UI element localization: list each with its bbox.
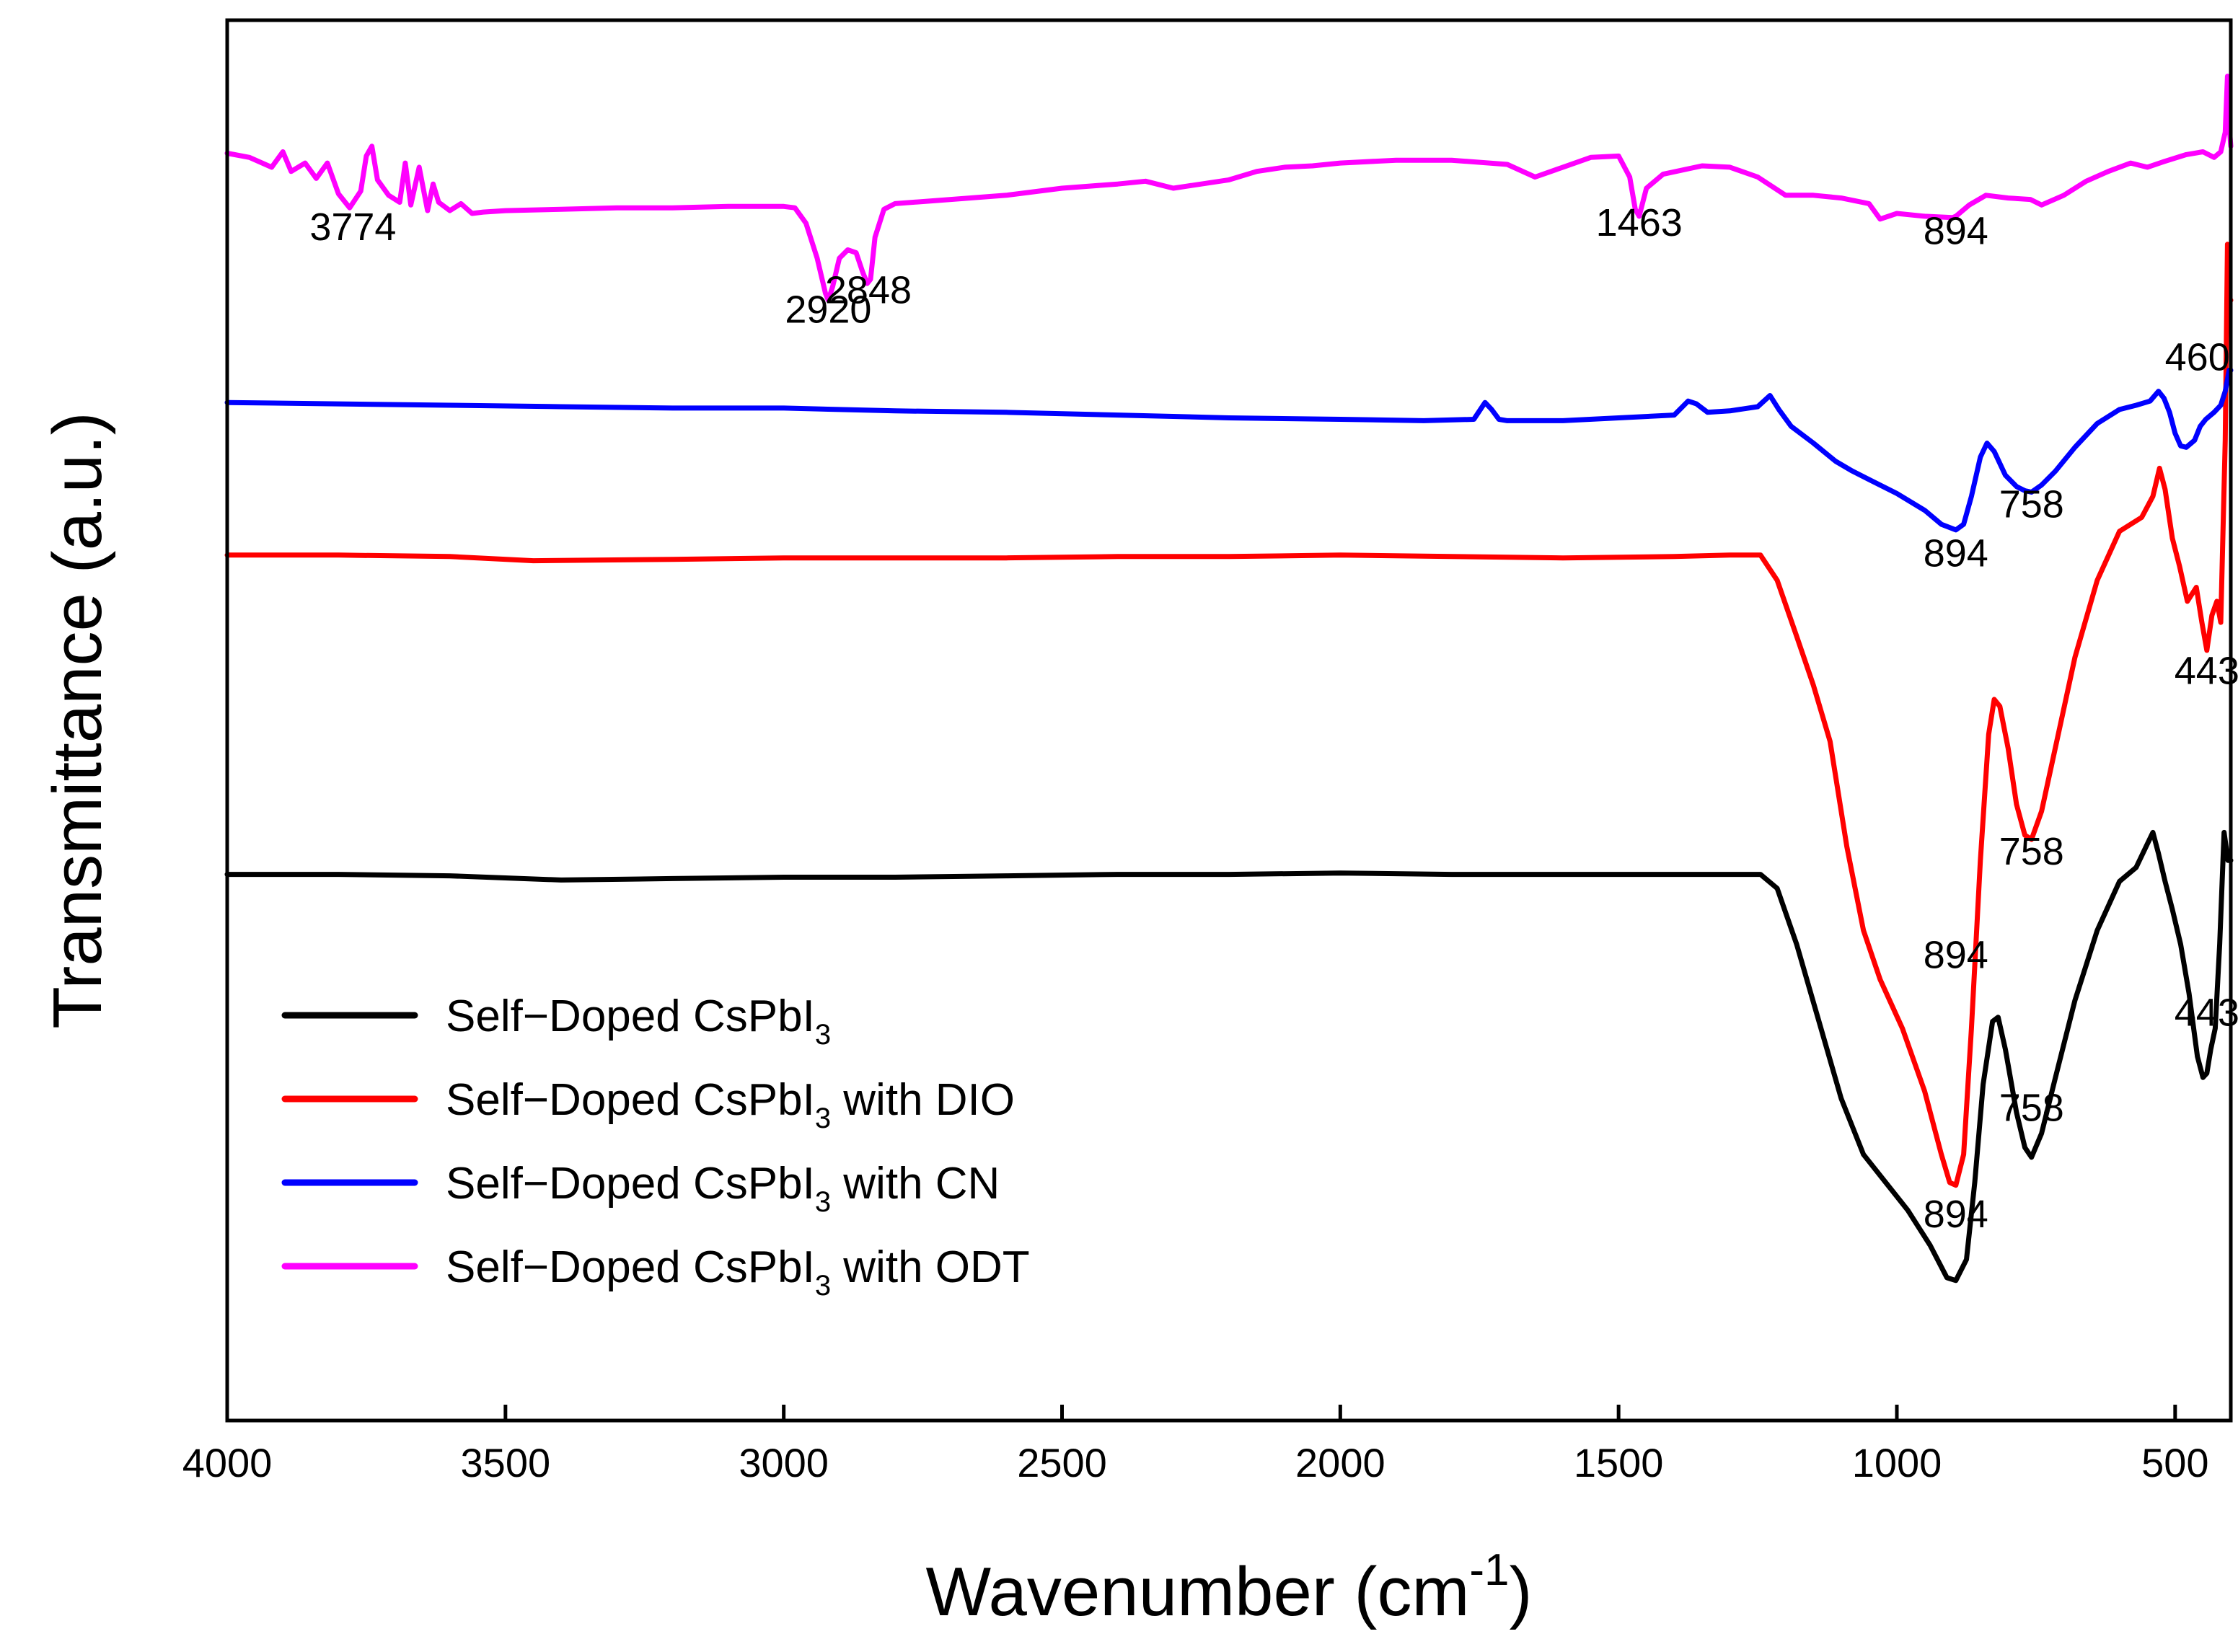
peak-label: 894 xyxy=(1924,934,1988,977)
legend-label: Self−Doped CsPbI3 with DIO xyxy=(446,1075,1015,1134)
series-magenta-line xyxy=(224,74,2234,303)
peak-label: 758 xyxy=(1999,830,2064,873)
y-axis-title: Transmittance (a.u.) xyxy=(39,412,116,1028)
x-axis-title: Wavenumber (cm-1) xyxy=(925,1545,1532,1630)
peak-label: 894 xyxy=(1924,1193,1988,1236)
peak-label: 2848 xyxy=(825,268,912,312)
x-tick-label: 1000 xyxy=(1852,1440,1942,1485)
legend-label: Self−Doped CsPbI3 with ODT xyxy=(446,1242,1030,1302)
x-tick-label: 3000 xyxy=(739,1440,829,1485)
peak-label: 2920 xyxy=(785,288,871,331)
series-red-line xyxy=(224,242,2234,1188)
x-tick-label: 2500 xyxy=(1017,1440,1107,1485)
peak-label: 460 xyxy=(2165,336,2230,379)
plot-frame xyxy=(225,18,2233,1423)
peak-label: 3774 xyxy=(309,206,396,249)
legend: Self−Doped CsPbI3 Self−Doped CsPbI3 with … xyxy=(281,991,1030,1302)
series-black-line xyxy=(224,829,2234,1284)
peak-label: 443 xyxy=(2175,991,2238,1034)
x-tick-label: 2000 xyxy=(1295,1440,1385,1485)
peak-label: 1463 xyxy=(1596,201,1683,244)
x-tick-label: 4000 xyxy=(182,1440,273,1485)
x-axis-ticks: 4000 3500 3000 2500 2000 1500 1000 500 xyxy=(182,1405,2209,1485)
peak-label: 758 xyxy=(1999,482,2064,526)
peak-label: 758 xyxy=(1999,1086,2064,1129)
peak-label: 894 xyxy=(1924,210,1988,253)
x-tick-label: 500 xyxy=(2141,1440,2208,1485)
series-blue-line xyxy=(224,368,2234,533)
legend-label: Self−Doped CsPbI3 xyxy=(446,991,831,1051)
x-tick-label: 1500 xyxy=(1574,1440,1664,1485)
peak-label: 894 xyxy=(1924,531,1988,575)
legend-label: Self−Doped CsPbI3 with CN xyxy=(446,1159,1000,1218)
series-layer xyxy=(224,74,2234,1284)
peak-label: 443 xyxy=(2175,650,2238,693)
x-tick-label: 3500 xyxy=(461,1440,551,1485)
